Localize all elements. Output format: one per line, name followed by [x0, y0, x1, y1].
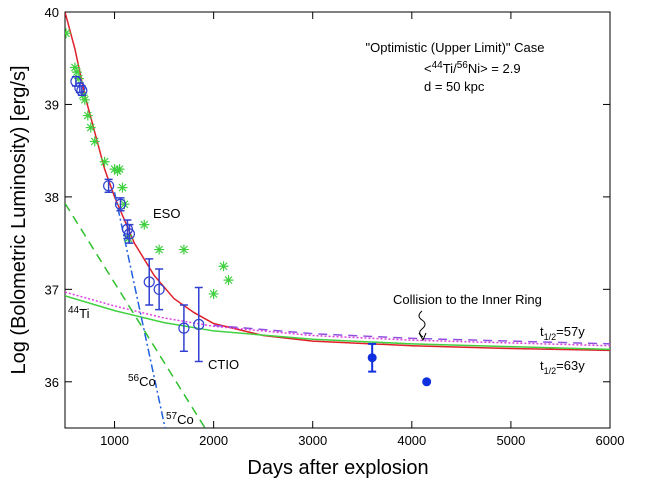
- co57-label: 57Co: [166, 411, 194, 427]
- y-axis-label: Log (Bolometric Luminosity) [erg/s]: [8, 65, 30, 374]
- collision-label: Collision to the Inner Ring: [393, 292, 542, 307]
- y-tick-label: 36: [45, 375, 59, 390]
- ctio-point: [102, 180, 115, 192]
- y-tick-label: 38: [45, 190, 59, 205]
- x-tick-label: 3000: [298, 433, 327, 448]
- eso-point: [154, 244, 165, 255]
- superscript: 57: [166, 411, 178, 422]
- text: =63y: [556, 358, 585, 373]
- superscript: 44: [68, 305, 80, 316]
- distance-label: d = 50 kpc: [424, 79, 485, 94]
- ctio-point: [193, 318, 205, 331]
- error-bar: [155, 268, 164, 311]
- eso-point: [178, 244, 189, 255]
- text: Co: [177, 412, 194, 427]
- curve: [65, 295, 610, 351]
- ctio-point: [76, 84, 88, 97]
- ratio-label: <44Ti/56Ni> = 2.9: [424, 60, 521, 76]
- eso-point: [85, 122, 96, 133]
- error-bar: [194, 286, 203, 363]
- error-bar: [104, 178, 113, 194]
- y-tick-label: 37: [45, 282, 59, 297]
- eso-point: [99, 156, 110, 167]
- plot-area: [65, 12, 610, 428]
- t57-label: t1/2=57y: [540, 324, 585, 342]
- ctio-point: [153, 283, 165, 295]
- error-bar: [179, 304, 188, 353]
- curve: [65, 291, 610, 347]
- ctio-label: CTIO: [208, 357, 239, 372]
- text: Ti: [79, 306, 89, 321]
- x-axis-label: Days after explosion: [247, 457, 428, 479]
- collision-arrow: [418, 310, 426, 338]
- eso-point: [73, 73, 84, 84]
- y-tick-label: 39: [45, 97, 59, 112]
- text: Ni> = 2.9: [468, 61, 521, 76]
- text: t: [540, 324, 544, 339]
- ctio-point: [114, 198, 127, 210]
- eso-point: [71, 67, 82, 78]
- ctio-point: [74, 82, 86, 94]
- eso-point: [65, 28, 71, 39]
- curve: [213, 324, 610, 345]
- text: =57y: [556, 324, 585, 339]
- eso-label: ESO: [153, 206, 180, 221]
- x-tick-label: 1000: [100, 433, 129, 448]
- text: Co: [139, 374, 156, 389]
- collision-arrowhead: [418, 332, 427, 342]
- eso-point: [208, 288, 219, 299]
- ctio-point: [143, 276, 155, 288]
- case-title: "Optimistic (Upper Limit)" Case: [366, 40, 545, 55]
- error-bar: [125, 223, 134, 244]
- superscript: 44: [432, 60, 444, 71]
- eso-point: [223, 275, 234, 286]
- ctio-point: [123, 228, 136, 240]
- subscript: 1/2: [544, 366, 557, 376]
- x-tick-label: 2000: [199, 433, 228, 448]
- filled-point: [367, 353, 377, 363]
- co56-label: 56Co: [128, 373, 156, 389]
- text: <: [424, 61, 432, 76]
- eso-point: [117, 182, 128, 193]
- eso-point: [89, 136, 100, 147]
- ti-label: 44Ti: [68, 305, 90, 321]
- x-tick-label: 4000: [397, 433, 426, 448]
- eso-point: [69, 62, 80, 73]
- superscript: 56: [457, 60, 469, 71]
- ctio-point: [178, 322, 190, 334]
- x-tick-label: 5000: [496, 433, 525, 448]
- subscript: 1/2: [544, 332, 557, 342]
- y-tick-label: 40: [45, 5, 59, 20]
- eso-point: [82, 110, 93, 121]
- superscript: 56: [128, 373, 140, 384]
- eso-point: [114, 164, 125, 175]
- eso-point: [119, 199, 130, 210]
- x-tick-label: 6000: [596, 433, 625, 448]
- eso-point: [218, 261, 229, 272]
- error-bar: [145, 258, 154, 306]
- text: t: [540, 358, 544, 373]
- text: Ti/: [443, 61, 457, 76]
- error-bar: [116, 197, 125, 212]
- eso-point: [139, 219, 150, 230]
- filled-point: [422, 377, 432, 387]
- t63-label: t1/2=63y: [540, 358, 585, 376]
- plot-frame: [64, 11, 611, 429]
- ctio-point: [70, 75, 82, 87]
- eso-point: [79, 94, 90, 105]
